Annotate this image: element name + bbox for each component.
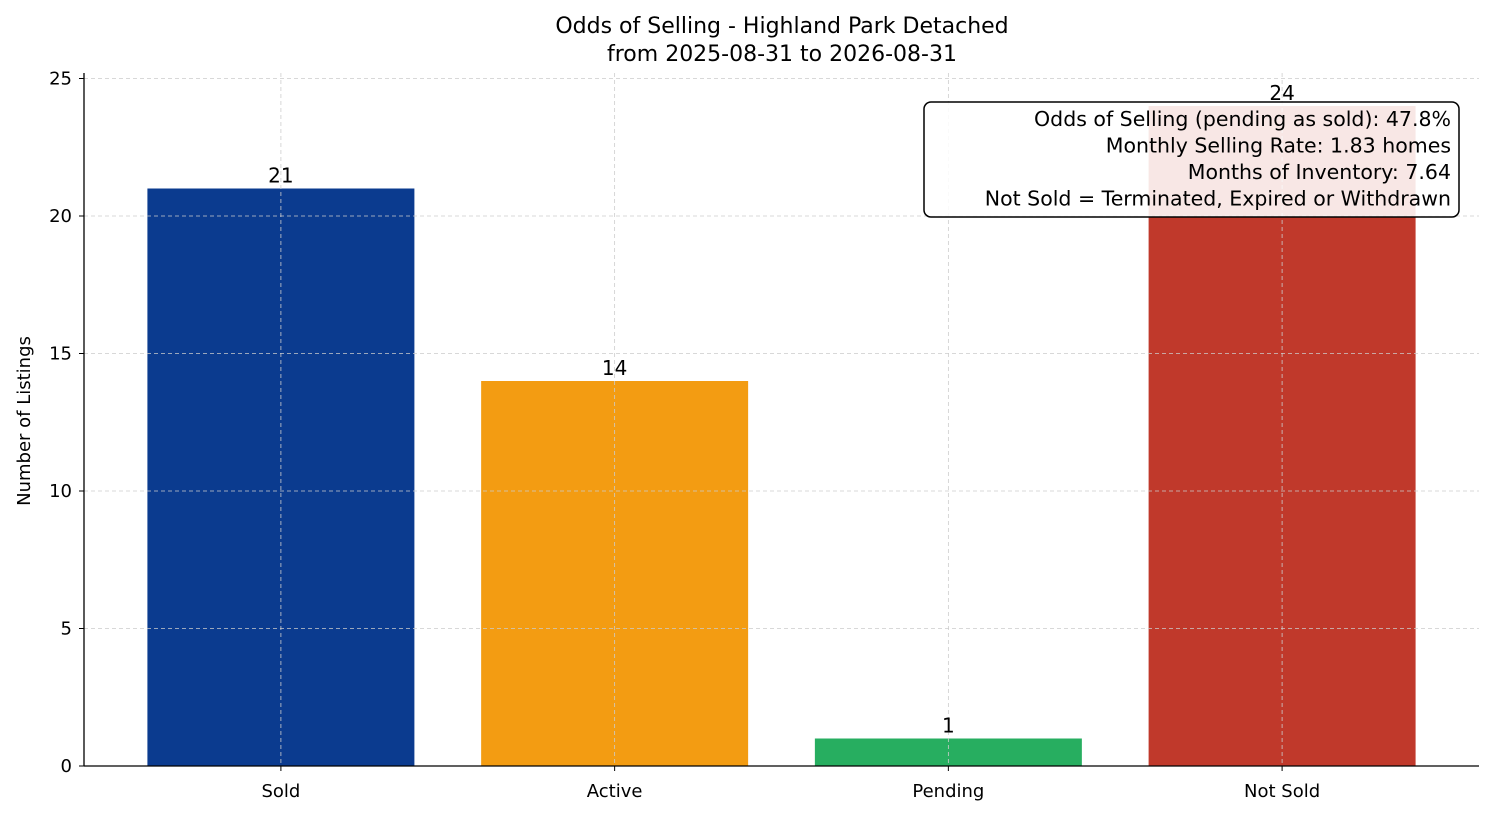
bar-sold [147,188,415,766]
data-label: 14 [602,356,627,380]
data-label: 1 [942,714,955,738]
annotation-line: Not Sold = Terminated, Expired or Withdr… [985,187,1451,211]
chart-title: Odds of Selling - Highland Park Detached [555,14,1008,39]
data-labels: 21 14 1 24 [268,81,1295,738]
stats-annotation-box: Odds of Selling (pending as sold): 47.8%… [923,101,1460,218]
x-tick-label: Sold [261,781,300,802]
y-tick-label: 5 [61,619,72,640]
tick-labels: 0 5 10 15 20 25 Sold Active Pending Not Sold [49,69,1320,803]
data-label: 24 [1269,81,1294,105]
y-axis-label: Number of Listings [14,336,35,506]
y-tick-label: 10 [49,481,72,502]
x-tick-label: Active [587,781,643,802]
x-tick-label: Not Sold [1244,781,1320,802]
annotation-line: Odds of Selling (pending as sold): 47.8% [1034,107,1451,131]
y-tick-label: 15 [49,344,72,365]
annotation-line: Months of Inventory: 7.64 [1188,160,1451,184]
y-tick-label: 20 [49,206,72,227]
chart-subtitle: from 2025-08-31 to 2026-08-31 [607,42,957,67]
data-label: 21 [268,164,293,188]
y-tick-label: 25 [49,69,72,90]
annotation-line: Monthly Selling Rate: 1.83 homes [1106,134,1451,158]
axes [79,73,1479,771]
x-tick-label: Pending [912,781,984,802]
y-tick-label: 0 [61,756,72,777]
annotation-box [923,101,1460,218]
